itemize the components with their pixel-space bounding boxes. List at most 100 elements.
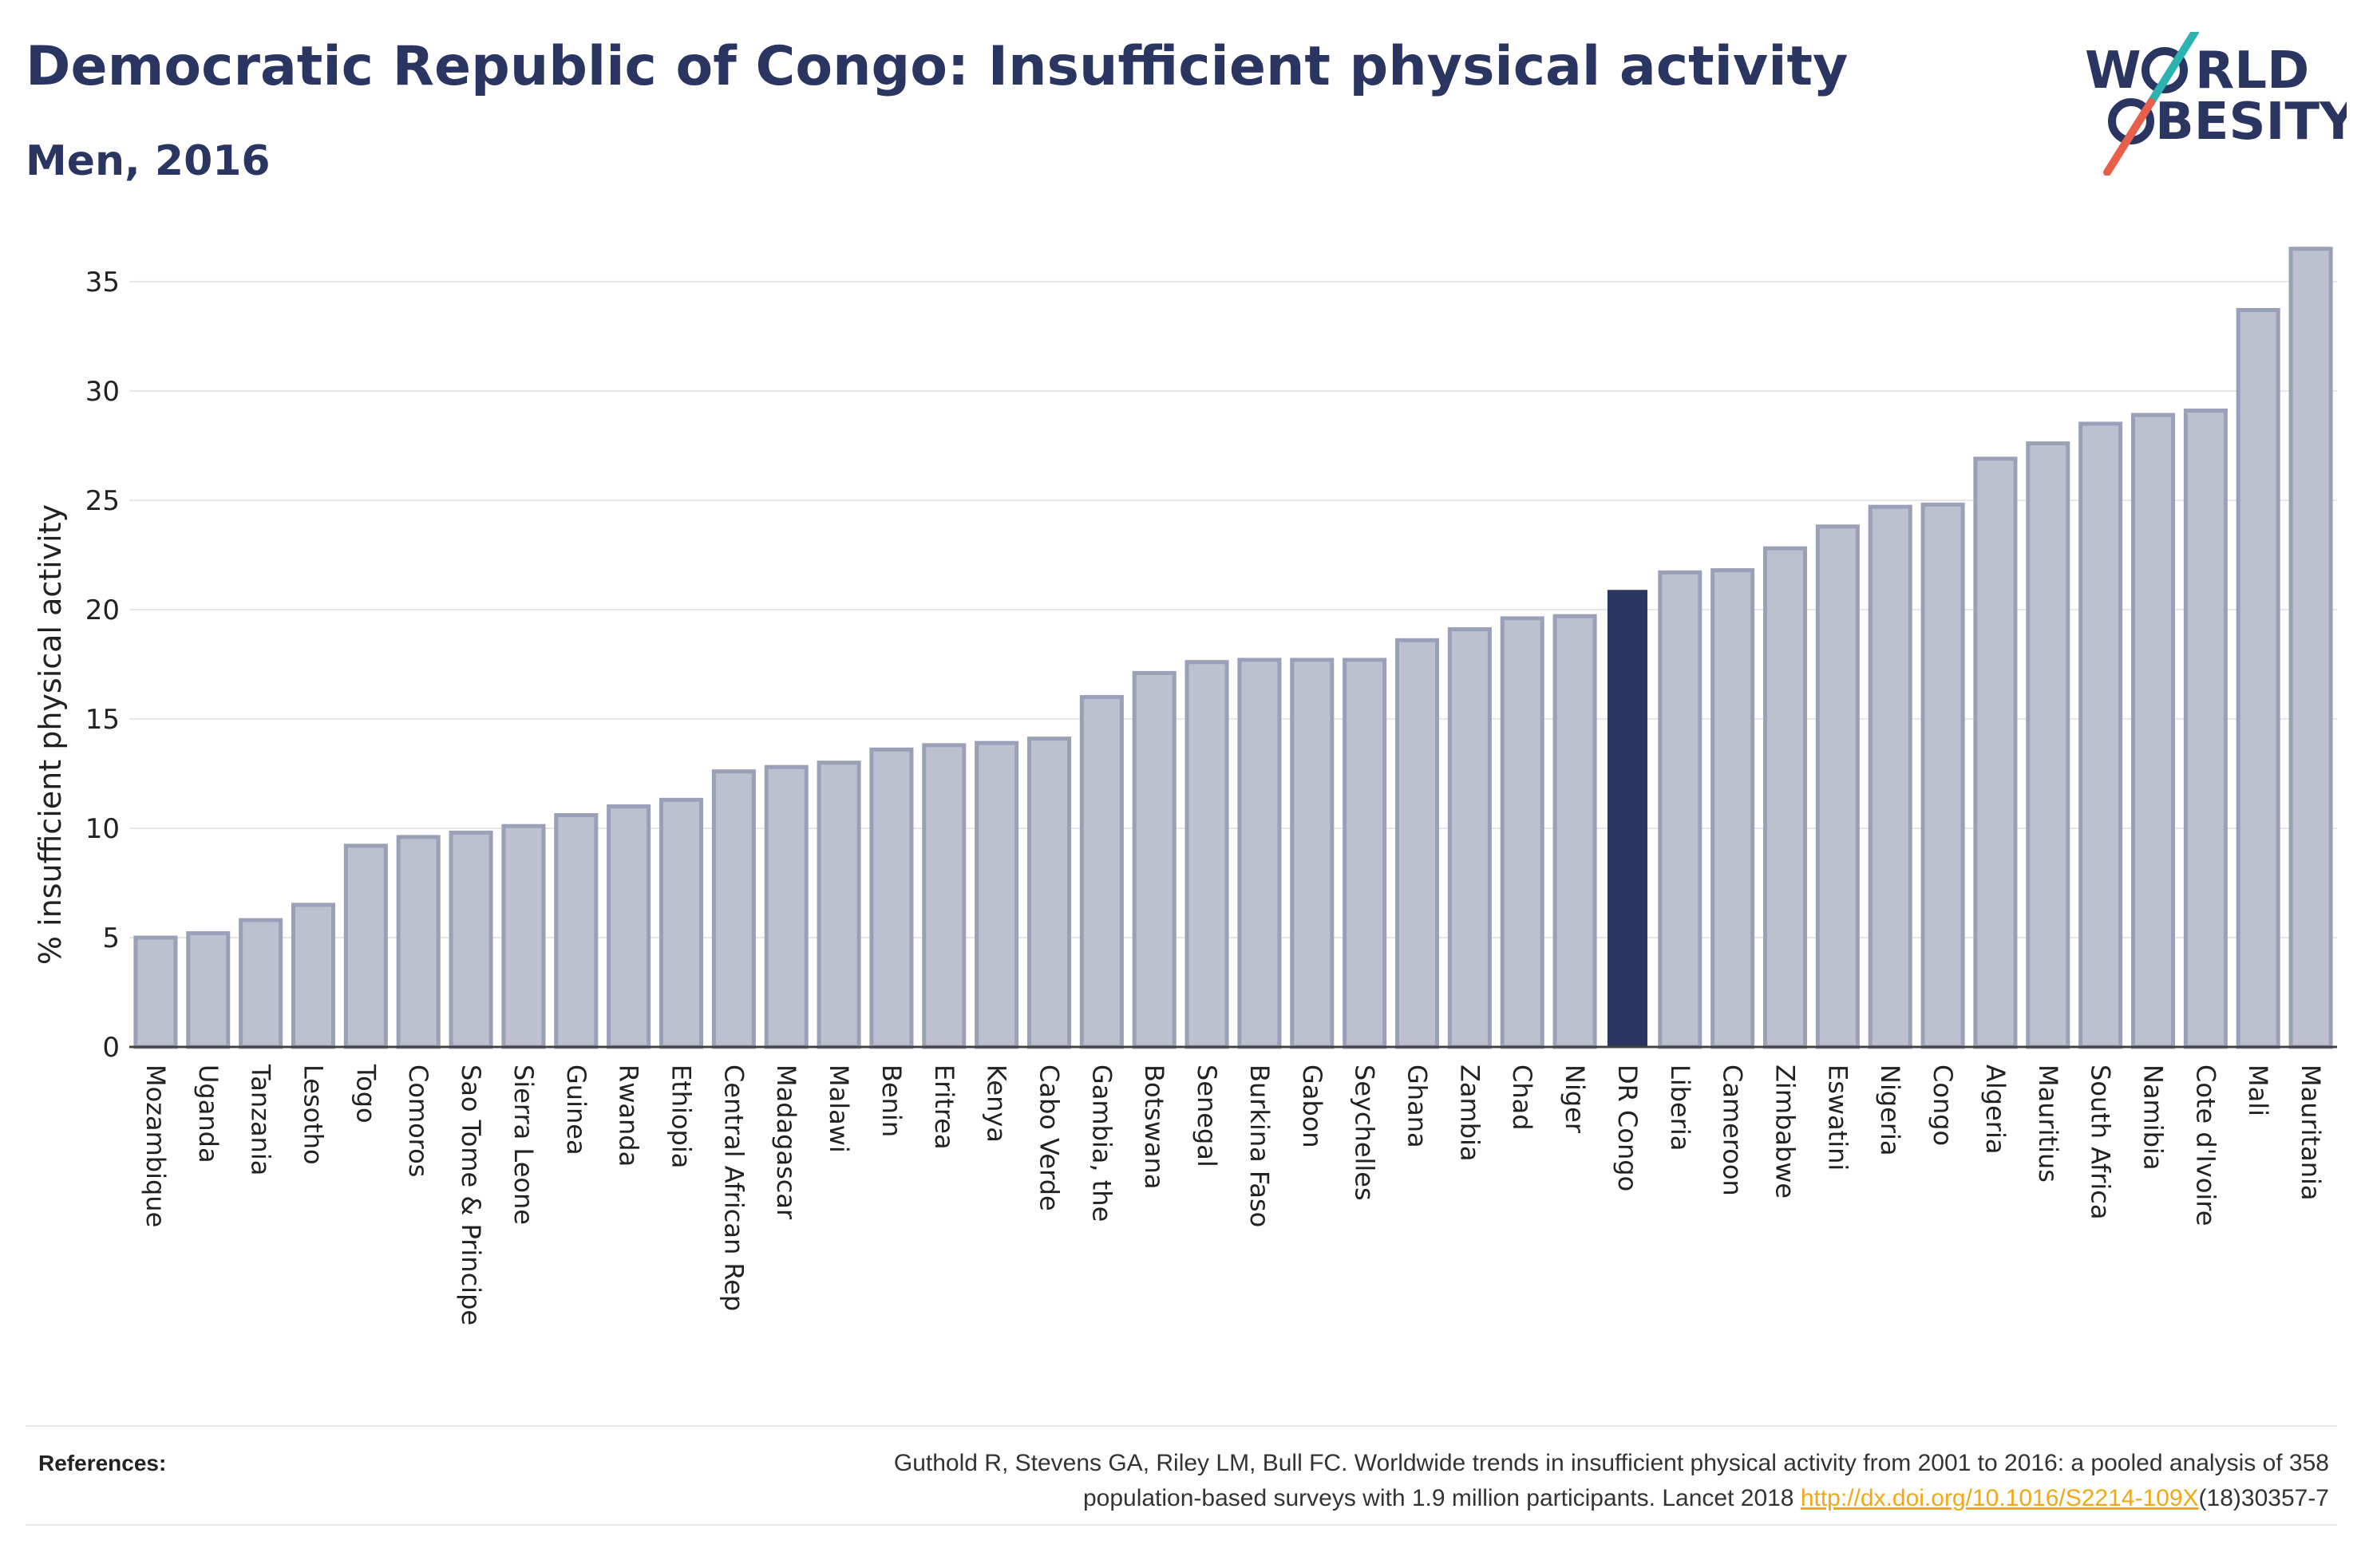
bar — [1079, 695, 1124, 1049]
bar — [1237, 658, 1282, 1049]
x-tick-label: Chad — [1507, 1064, 1537, 1131]
logo-line-1-prefix: W — [2085, 41, 2142, 101]
logo-o-top — [2142, 47, 2188, 93]
x-tick-label: Niger — [1560, 1064, 1590, 1134]
x-tick-label: Nigeria — [1875, 1064, 1905, 1155]
x-tick-label: Ethiopia — [666, 1064, 697, 1168]
references-label: References: — [38, 1451, 167, 1475]
bar — [817, 760, 861, 1049]
bar — [1394, 638, 1440, 1049]
bars — [133, 247, 2333, 1049]
logo-line-1-suffix: RLD — [2195, 41, 2309, 101]
bar — [2078, 421, 2123, 1049]
x-tick-label: Cabo Verde — [1034, 1064, 1065, 1211]
reference-citation: Guthold R, Stevens GA, Riley LM, Bull FC… — [493, 1446, 2329, 1516]
bar — [869, 747, 914, 1049]
x-tick-label: Tanzania — [246, 1064, 276, 1175]
y-axis-ticks: 0 5 10 15 20 25 30 35 — [85, 267, 120, 1064]
reference-text-1: Guthold R, Stevens GA, Riley LM, Bull FC… — [893, 1450, 2329, 1476]
chart-title: Democratic Republic of Congo: Insufficie… — [26, 35, 1849, 98]
x-tick-label: Algeria — [1980, 1064, 2011, 1154]
x-tick-label: Cote d'Ivoire — [2190, 1064, 2221, 1226]
bar — [1658, 570, 1703, 1049]
x-tick-label: Seychelles — [1350, 1064, 1380, 1201]
bar — [1343, 658, 1387, 1049]
bar — [449, 830, 493, 1049]
x-tick-label: DR Congo — [1612, 1064, 1643, 1191]
x-tick-label: Central African Rep — [718, 1064, 749, 1311]
world-obesity-logo: W RLD BESITY — [2085, 32, 2347, 176]
bar — [607, 804, 651, 1049]
bar — [1026, 737, 1072, 1049]
bar — [1868, 504, 1912, 1049]
x-axis-labels: Mozambique Uganda Tanzania Lesotho Togo Comor… — [140, 1064, 2326, 1325]
reference-doi-link[interactable]: http://dx.doi.org/10.1016/S2214-109X — [1800, 1485, 2199, 1511]
grid-lines — [129, 280, 2337, 938]
bar — [658, 797, 704, 1049]
bar-chart: 0 5 10 15 20 25 30 35 Mozambique Uganda Tanzania L… — [33, 247, 2337, 1325]
bar — [1290, 658, 1335, 1049]
y-tick-label: 30 — [85, 376, 120, 408]
x-tick-label: Rwanda — [614, 1064, 644, 1167]
x-tick-label: Gabon — [1297, 1064, 1327, 1148]
bar — [239, 918, 283, 1049]
bar — [396, 835, 441, 1049]
bar — [1920, 502, 1965, 1049]
x-tick-label: Ghana — [1402, 1064, 1433, 1148]
chart-subtitle: Men, 2016 — [26, 137, 271, 185]
bar — [711, 769, 756, 1049]
bar — [501, 823, 546, 1049]
bar — [291, 902, 336, 1049]
x-tick-label: South Africa — [2086, 1064, 2116, 1219]
x-tick-label: Mozambique — [140, 1064, 171, 1227]
bar — [133, 935, 178, 1049]
bar — [2236, 307, 2280, 1049]
y-tick-label: 15 — [85, 704, 120, 736]
y-tick-label: 35 — [85, 267, 120, 298]
y-tick-label: 0 — [102, 1032, 120, 1064]
x-tick-label: Burkina Faso — [1244, 1064, 1275, 1227]
x-tick-label: Namibia — [2138, 1064, 2169, 1170]
bar — [1447, 627, 1492, 1049]
y-tick-label: 20 — [85, 594, 120, 626]
x-tick-label: Uganda — [193, 1064, 223, 1163]
bar — [2183, 409, 2228, 1049]
bar — [1762, 546, 1808, 1049]
x-tick-label: Gambia, the — [1086, 1064, 1117, 1222]
x-tick-label: Eswatini — [1822, 1064, 1853, 1171]
bar — [1552, 614, 1597, 1049]
x-tick-label: Guinea — [561, 1064, 591, 1155]
x-tick-label: Sierra Leone — [508, 1064, 539, 1225]
footer-divider-bottom — [26, 1524, 2337, 1526]
y-tick-label: 25 — [85, 485, 120, 517]
bar — [764, 764, 809, 1049]
x-tick-label: Congo — [1928, 1064, 1958, 1146]
y-tick-label: 5 — [102, 922, 120, 954]
bar — [1132, 670, 1177, 1049]
bar — [554, 813, 599, 1049]
x-tick-label: Eritrea — [929, 1064, 959, 1150]
logo-line-2-suffix: BESITY — [2155, 93, 2347, 152]
x-tick-label: Malawi — [824, 1064, 854, 1153]
y-axis-title: % insufficient physical activity — [33, 504, 68, 965]
x-tick-label: Botswana — [1139, 1064, 1169, 1189]
bar — [2026, 441, 2070, 1049]
bar — [975, 741, 1019, 1049]
x-tick-label: Liberia — [1665, 1064, 1695, 1151]
x-tick-label: Mauritania — [2296, 1064, 2326, 1200]
x-tick-label: Sao Tome & Principe — [456, 1064, 486, 1325]
bar — [1973, 456, 2018, 1049]
logo-slash-top — [2147, 32, 2199, 106]
x-tick-label: Mali — [2243, 1064, 2273, 1116]
x-tick-label: Benin — [876, 1064, 907, 1137]
x-tick-label: Zimbabwe — [1770, 1064, 1801, 1199]
bar — [2130, 413, 2176, 1049]
bar — [1184, 660, 1229, 1049]
x-tick-label: Zambia — [1454, 1064, 1485, 1162]
bar — [2288, 247, 2333, 1049]
x-tick-label: Cameroon — [1718, 1064, 1748, 1196]
x-tick-label: Comoros — [403, 1064, 433, 1177]
y-tick-label: 10 — [85, 813, 120, 845]
bar — [1607, 590, 1647, 1047]
x-tick-label: Mauritius — [2033, 1064, 2063, 1183]
